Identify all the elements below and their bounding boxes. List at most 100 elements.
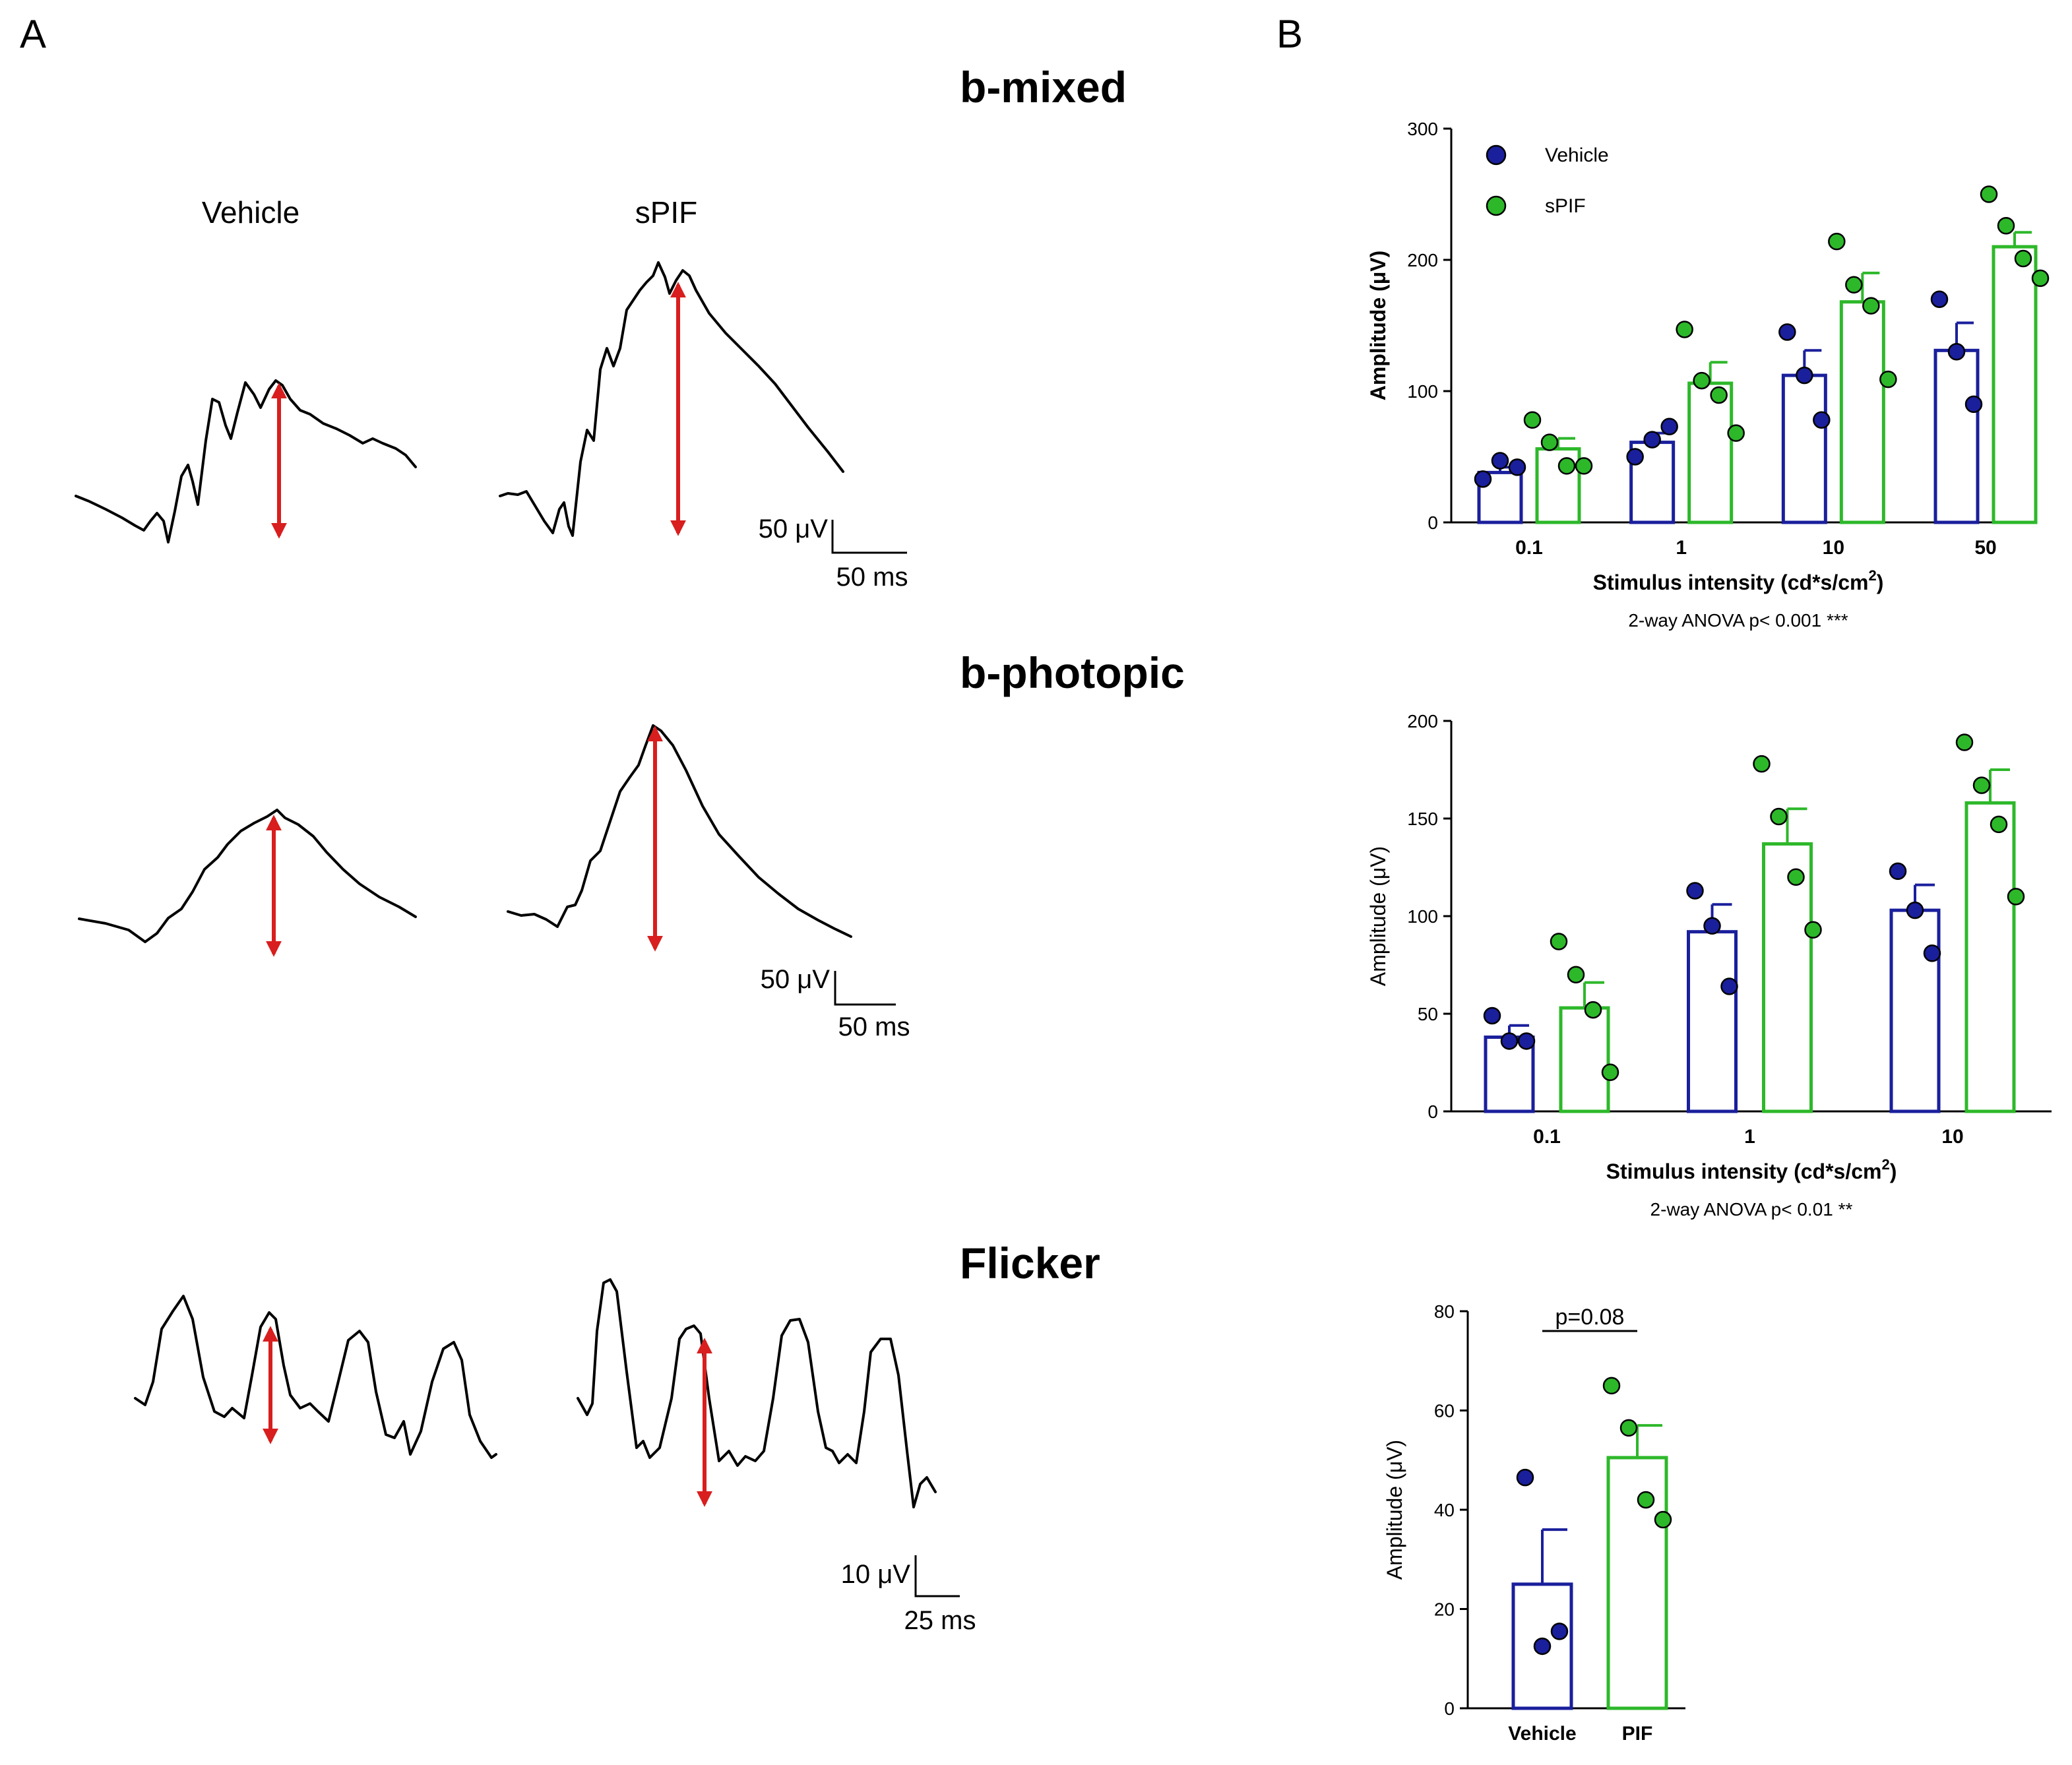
y-tick-label: 0 — [1428, 1101, 1438, 1122]
data-point-spif — [1727, 424, 1745, 442]
x-tick-label: 1 — [1676, 537, 1687, 559]
data-point-vehicle — [1508, 458, 1526, 476]
data-point-vehicle — [1906, 901, 1924, 919]
scalebar-flicker-time: 25 ms — [904, 1606, 976, 1635]
data-point-spif — [1787, 868, 1805, 886]
data-point-vehicle — [1626, 448, 1644, 466]
scalebar-b-photopic-amplitude: 50 μV — [761, 965, 831, 994]
data-point-vehicle — [1930, 290, 1949, 308]
data-point-pif — [1619, 1419, 1638, 1437]
column-label-spif: sPIF — [635, 195, 698, 230]
y-tick-label: 20 — [1434, 1599, 1455, 1620]
data-point-vehicle — [1533, 1637, 1552, 1656]
x-tick-label: 10 — [1941, 1126, 1963, 1148]
data-point-spif — [2014, 249, 2032, 268]
data-point-vehicle — [1491, 452, 1509, 470]
amplitude-arrows — [263, 282, 712, 1507]
panel-label-a: A — [20, 12, 46, 56]
p-value-annotation: p=0.08 — [1555, 1305, 1625, 1330]
scalebar-b-mixed: 50 μV 50 ms — [759, 514, 908, 592]
bar-vehicle-50 — [1933, 348, 1980, 524]
data-point-spif — [1523, 411, 1542, 429]
scalebar-flicker-amplitude: 10 μV — [841, 1560, 911, 1589]
y-tick-label: 300 — [1407, 119, 1438, 139]
data-point-pif — [1602, 1377, 1621, 1395]
scalebar-b-mixed-amplitude: 50 μV — [759, 514, 829, 543]
y-tick-label: 150 — [1407, 809, 1438, 829]
y-tick-label: 100 — [1407, 381, 1438, 402]
data-point-spif — [1990, 815, 2008, 834]
data-point-pif — [1637, 1491, 1655, 1509]
data-point-vehicle — [1686, 882, 1704, 900]
data-point-spif — [1828, 232, 1846, 251]
trace-flicker-vehicle — [134, 1295, 497, 1459]
data-point-spif — [1804, 921, 1822, 939]
scalebar-b-photopic-time: 50 ms — [838, 1012, 910, 1041]
y-tick-label: 0 — [1444, 1698, 1455, 1719]
trace-b-mixed-vehicle — [75, 379, 417, 543]
data-point-spif — [1753, 755, 1771, 773]
bar-vehicle-1 — [1687, 930, 1738, 1113]
bar-pif — [1606, 1456, 1668, 1710]
chart-flicker-amplitude: 0 20 40 60 80 Amplitude (μV) Vehicle PIF p=0.08 — [1383, 1301, 1685, 1745]
data-point-vehicle — [1550, 1623, 1569, 1640]
y-axis-label: Amplitude (μV) — [1383, 1440, 1406, 1580]
x-tick-label: 50 — [1974, 537, 1996, 559]
x-tick-label: 0.1 — [1515, 537, 1543, 559]
data-point-spif — [1601, 1063, 1619, 1082]
data-point-spif — [1955, 733, 1974, 751]
data-point-spif — [1879, 370, 1897, 388]
y-tick-label: 100 — [1407, 906, 1438, 927]
data-point-spif — [1845, 276, 1863, 294]
scalebar-b-photopic: 50 μV 50 ms — [761, 965, 910, 1041]
x-tick-label: 0.1 — [1533, 1126, 1561, 1148]
x-tick-label: 10 — [1823, 537, 1844, 559]
data-point-spif — [1693, 371, 1711, 390]
data-point-vehicle — [1483, 1006, 1501, 1025]
data-point-vehicle — [1964, 395, 1983, 414]
legend-label-spif: sPIF — [1545, 195, 1586, 217]
x-tick-label: Vehicle — [1508, 1723, 1576, 1745]
row-title-flicker: Flicker — [960, 1239, 1100, 1287]
erg-traces — [75, 261, 937, 1508]
legend-marker-vehicle — [1486, 144, 1507, 166]
data-point-vehicle — [1474, 470, 1492, 488]
data-point-spif — [1997, 217, 2015, 235]
data-point-vehicle — [1500, 1032, 1519, 1050]
legend-label-vehicle: Vehicle — [1545, 144, 1609, 166]
data-point-spif — [2031, 269, 2050, 288]
y-tick-label: 200 — [1407, 711, 1438, 731]
data-point-spif — [1550, 933, 1568, 950]
data-point-pif — [1654, 1510, 1672, 1529]
bar-spif-1 — [1687, 381, 1734, 524]
bar-spif-0.1 — [1559, 1006, 1610, 1113]
bar-spif-10 — [1839, 300, 1885, 524]
bar-vehicle-10 — [1781, 373, 1827, 524]
trace-flicker-spif — [577, 1278, 937, 1508]
data-point-spif — [2007, 888, 2025, 906]
data-point-spif — [1862, 297, 1880, 315]
anova-footnote: 2-way ANOVA p< 0.01 ** — [1650, 1199, 1853, 1220]
y-tick-label: 0 — [1428, 512, 1438, 533]
bar-spif-1 — [1762, 842, 1813, 1113]
panel-label-b: B — [1276, 12, 1303, 56]
data-point-vehicle — [1778, 323, 1796, 341]
y-tick-label: 80 — [1434, 1301, 1455, 1322]
data-point-spif — [1972, 776, 1991, 794]
y-tick-label: 60 — [1434, 1401, 1455, 1421]
data-point-vehicle — [1923, 944, 1941, 962]
scalebar-b-mixed-time: 50 ms — [836, 563, 908, 592]
data-point-vehicle — [1516, 1468, 1534, 1487]
y-tick-label: 200 — [1407, 250, 1438, 270]
data-point-vehicle — [1720, 977, 1738, 995]
data-point-vehicle — [1796, 366, 1813, 385]
y-axis-label: Amplitude (μV) — [1366, 251, 1390, 401]
chart-b-mixed-amplitude: 0 100 200 300 Amplitude (μV) 0.1 1 10 50 Stimulus… — [1366, 119, 2050, 631]
data-point-vehicle — [1947, 343, 1966, 361]
anova-footnote: 2-way ANOVA p< 0.001 *** — [1628, 610, 1848, 631]
data-point-spif — [1710, 386, 1728, 404]
y-tick-label: 50 — [1418, 1004, 1438, 1024]
data-point-spif — [1584, 1001, 1602, 1019]
legend-marker-spif — [1486, 195, 1507, 216]
